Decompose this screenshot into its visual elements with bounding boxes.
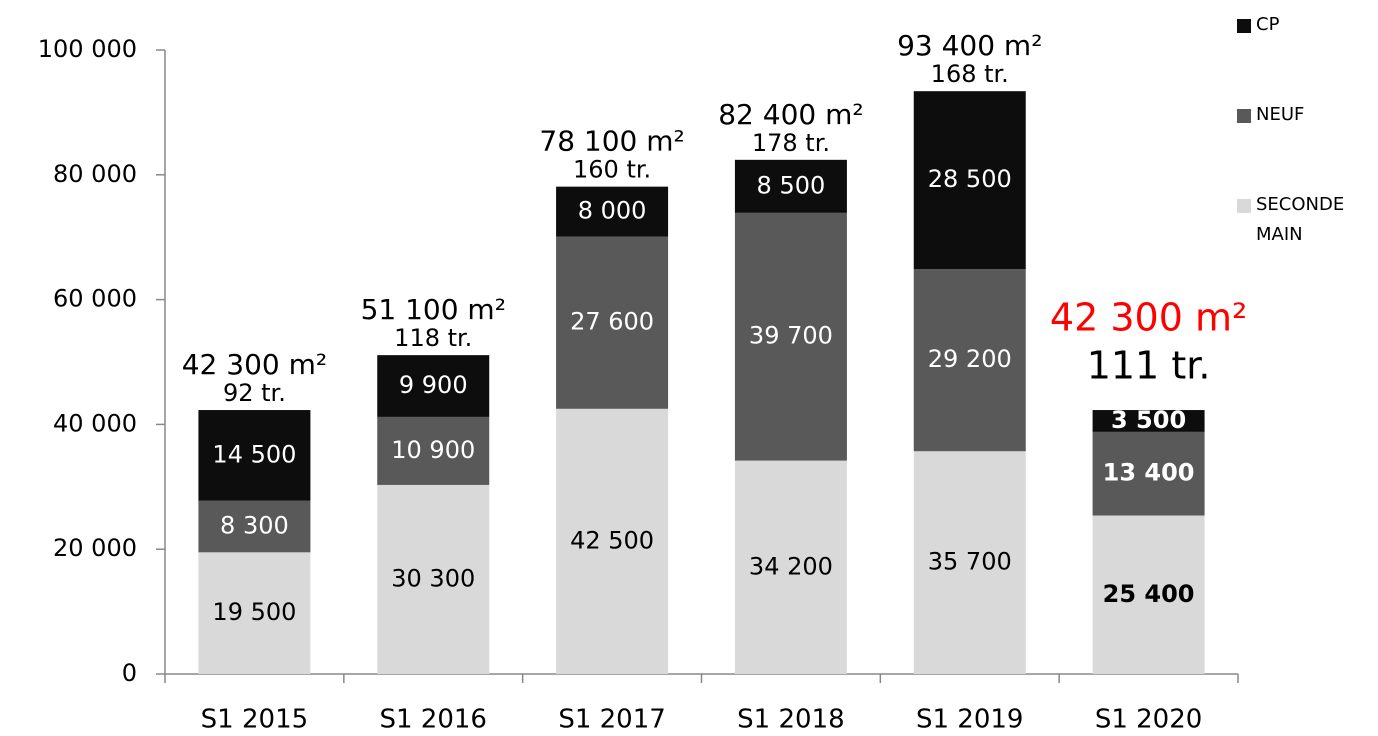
total-label: 82 400 m² [718, 98, 863, 131]
x-tick-label: S1 2018 [737, 705, 844, 735]
legend-label: CP [1256, 14, 1279, 35]
value-label: 42 500 [570, 526, 654, 554]
count-label: 160 tr. [573, 156, 651, 184]
y-tick-label: 20 000 [53, 534, 137, 562]
value-label: 19 500 [212, 598, 296, 626]
total-label: 51 100 m² [361, 293, 506, 326]
value-label: 28 500 [928, 165, 1012, 193]
count-label: 92 tr. [223, 379, 286, 407]
count-label: 111 tr. [1087, 344, 1211, 388]
count-label: 168 tr. [931, 60, 1009, 88]
x-tick-label: S1 2016 [380, 705, 487, 735]
count-label: 178 tr. [752, 129, 830, 157]
legend-item: SECONDE MAIN [1237, 190, 1357, 280]
legend-swatch [1237, 199, 1251, 213]
y-tick-label: 80 000 [53, 160, 137, 188]
value-label: 34 200 [749, 552, 833, 580]
value-label: 3 500 [1111, 406, 1186, 434]
y-tick-label: 100 000 [38, 35, 137, 63]
x-tick-label: S1 2020 [1095, 705, 1202, 735]
value-label: 13 400 [1103, 459, 1195, 487]
total-label: 93 400 m² [897, 29, 1042, 62]
total-label: 42 300 m² [1050, 296, 1247, 340]
legend-item: NEUF [1237, 100, 1357, 190]
legend-swatch [1237, 109, 1251, 123]
total-label: 78 100 m² [539, 125, 684, 158]
legend-label: NEUF [1256, 104, 1304, 125]
count-label: 118 tr. [394, 324, 472, 352]
value-label: 10 900 [391, 436, 475, 464]
y-tick-label: 60 000 [53, 285, 137, 313]
legend-item: CP [1237, 10, 1357, 100]
chart: 0 20 000 40 000 60 000 80 000 100 000 S1 2015 1… [0, 0, 1378, 736]
legend: CP NEUF SECONDE MAIN [1237, 10, 1357, 280]
x-tick-label: S1 2019 [916, 705, 1023, 735]
value-label: 8 500 [757, 171, 826, 199]
total-label: 42 300 m² [182, 348, 327, 381]
legend-swatch [1237, 19, 1251, 33]
y-tick-label: 40 000 [53, 409, 137, 437]
value-label: 14 500 [212, 440, 296, 468]
value-label: 27 600 [570, 308, 654, 336]
value-label: 8 300 [220, 511, 289, 539]
value-label: 8 000 [578, 197, 647, 225]
value-label: 29 200 [928, 345, 1012, 373]
value-label: 30 300 [391, 564, 475, 592]
value-label: 25 400 [1103, 580, 1195, 608]
y-tick-label: 0 [122, 659, 137, 687]
value-label: 39 700 [749, 322, 833, 350]
value-label: 35 700 [928, 548, 1012, 576]
value-label: 9 900 [399, 371, 468, 399]
x-tick-label: S1 2015 [201, 705, 308, 735]
legend-label: SECONDE MAIN [1256, 194, 1344, 245]
x-tick-label: S1 2017 [558, 705, 665, 735]
page: {"chart_data": {"type": "stacked-bar", "… [0, 0, 1378, 736]
